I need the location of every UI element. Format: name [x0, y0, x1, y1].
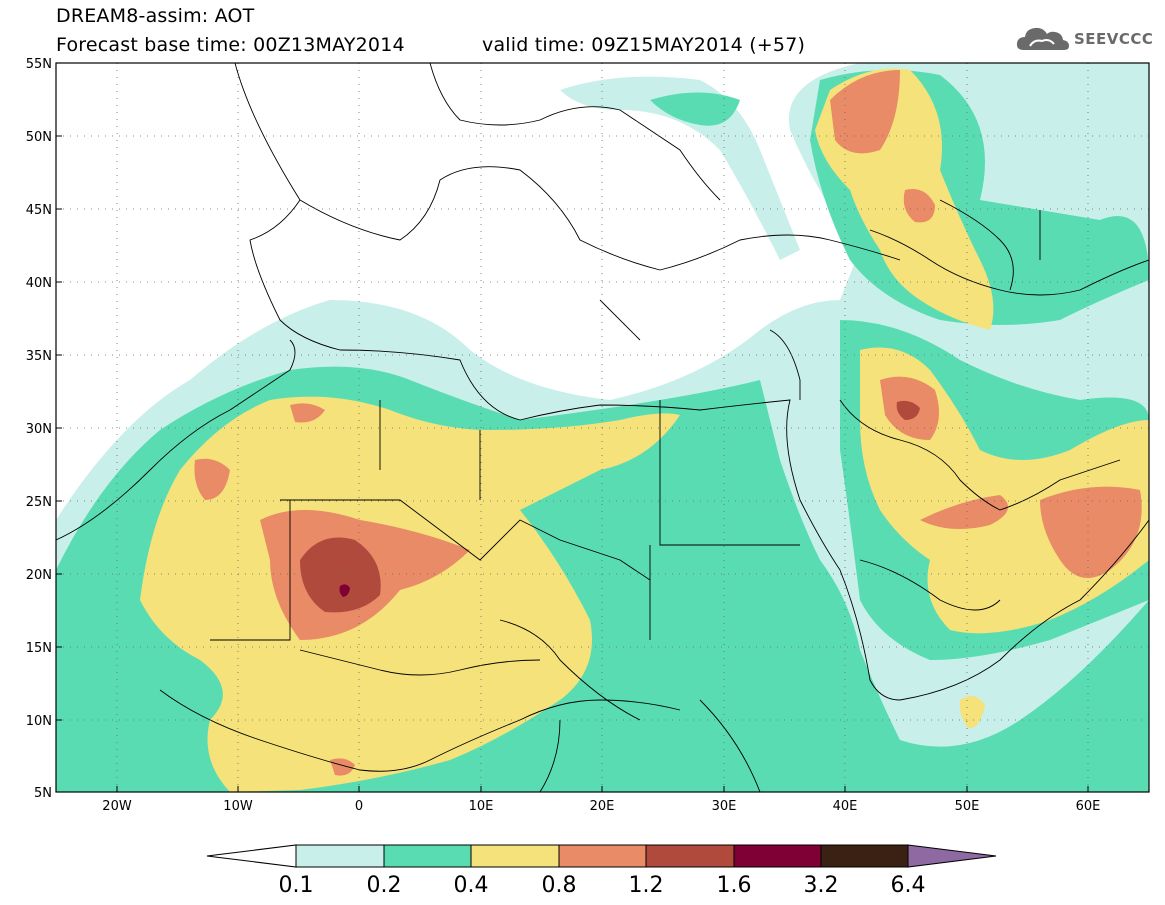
lon-label-20e: 20E: [590, 799, 615, 814]
lon-label-40e: 40E: [833, 799, 858, 814]
lon-label-0: 0: [355, 799, 363, 814]
lat-label-25n: 25N: [26, 495, 52, 510]
colorbar-bin-2: [383, 844, 472, 868]
lat-label-35n: 35N: [26, 349, 52, 364]
lat-label-15n: 15N: [26, 641, 52, 656]
lat-label-40n: 40N: [26, 276, 52, 291]
colorbar-bin-6: [733, 844, 822, 868]
colorbar-label-0-8: 0.8: [542, 873, 577, 898]
lon-label-20w: 20W: [102, 799, 132, 814]
lat-label-30n: 30N: [26, 422, 52, 437]
colorbar-bin-4: [558, 844, 647, 868]
colorbar-bin-3: [470, 844, 560, 868]
colorbar-label-6-4: 6.4: [891, 873, 926, 898]
valid-time: valid time: 09Z15MAY2014 (+57): [482, 34, 806, 56]
colorbar: [206, 844, 997, 868]
colorbar-label-3-2: 3.2: [804, 873, 839, 898]
colorbar-bin-5: [645, 844, 735, 868]
lat-label-45n: 45N: [26, 203, 52, 218]
colorbar-label-0-2: 0.2: [367, 873, 402, 898]
colorbar-label-1-6: 1.6: [717, 873, 752, 898]
cloud-icon: [1016, 27, 1069, 50]
logo-text: SEEVCCC: [1074, 30, 1154, 48]
lat-label-5n: 5N: [34, 786, 52, 801]
lat-label-55n: 55N: [26, 57, 52, 72]
aot-field: [56, 63, 1149, 792]
lat-label-20n: 20N: [26, 568, 52, 583]
colorbar-label-0-4: 0.4: [454, 873, 489, 898]
colorbar-label-0-1: 0.1: [279, 873, 314, 898]
colorbar-label-1-2: 1.2: [629, 873, 664, 898]
colorbar-under-arrow: [206, 844, 297, 868]
lat-label-10n: 10N: [26, 714, 52, 729]
seevccc-logo: SEEVCCC: [1016, 24, 1153, 54]
lon-label-10e: 10E: [469, 799, 494, 814]
lon-label-60e: 60E: [1076, 799, 1101, 814]
chart-title: DREAM8-assim: AOT: [56, 5, 255, 27]
lon-label-30e: 30E: [712, 799, 737, 814]
colorbar-bin-1: [295, 844, 385, 868]
lon-label-10w: 10W: [223, 799, 253, 814]
colorbar-over-arrow: [907, 844, 997, 868]
lon-label-50e: 50E: [955, 799, 980, 814]
colorbar-bin-7: [820, 844, 909, 868]
forecast-base-time: Forecast base time: 00Z13MAY2014: [56, 34, 405, 56]
lat-label-50n: 50N: [26, 130, 52, 145]
